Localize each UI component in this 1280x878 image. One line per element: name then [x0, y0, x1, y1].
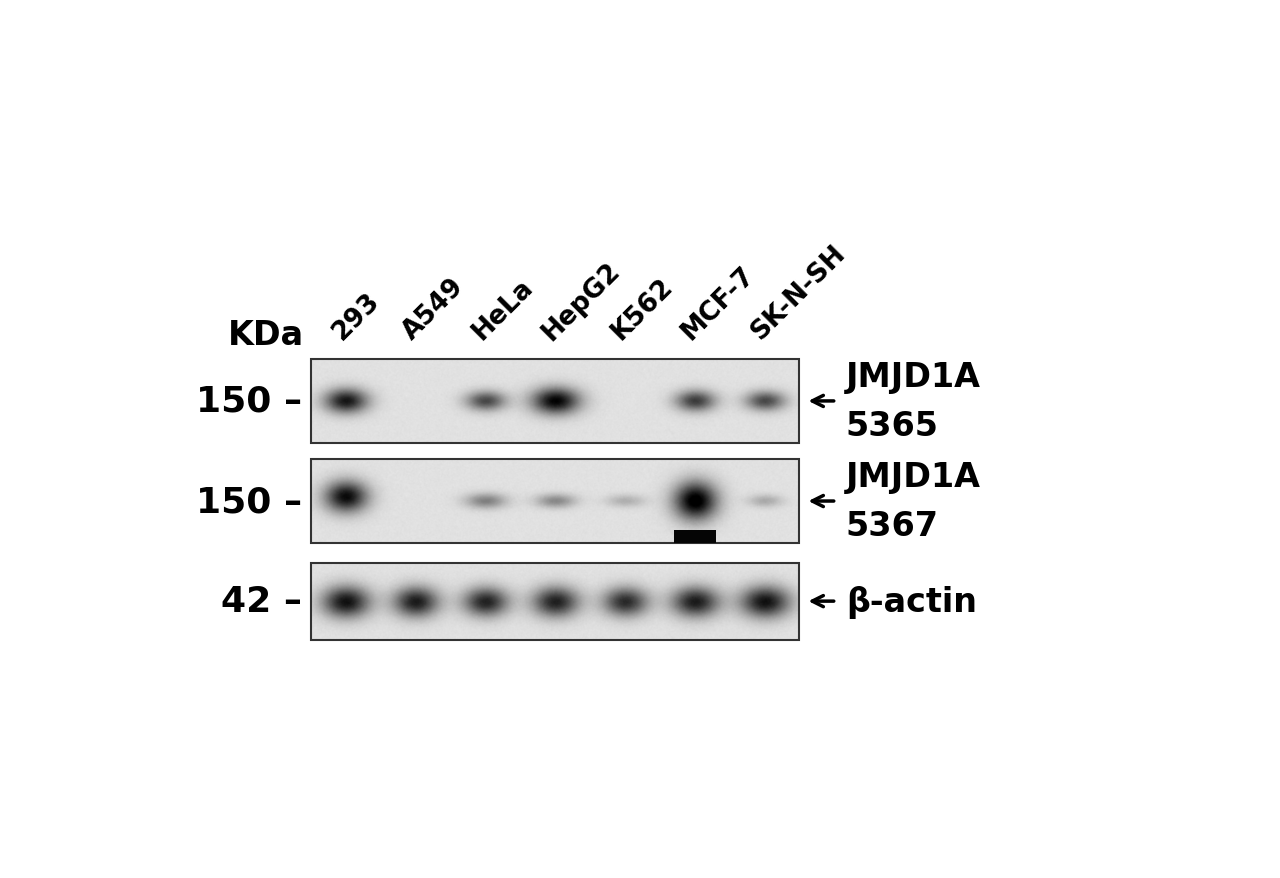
Text: SK-N-SH: SK-N-SH	[746, 241, 851, 345]
Text: A549: A549	[397, 274, 468, 345]
Text: HeLa: HeLa	[467, 274, 538, 345]
Text: 150 –: 150 –	[196, 485, 302, 518]
Text: JMJD1A: JMJD1A	[846, 461, 980, 493]
Text: JMJD1A: JMJD1A	[846, 361, 980, 393]
Text: K562: K562	[607, 274, 678, 345]
Bar	[311, 359, 800, 443]
Bar	[311, 459, 800, 543]
Bar	[311, 563, 800, 640]
Text: KDa: KDa	[228, 319, 303, 351]
Text: 5367: 5367	[846, 509, 938, 542]
Text: MCF-7: MCF-7	[676, 262, 760, 345]
Text: 42 –: 42 –	[221, 585, 302, 618]
Text: 150 –: 150 –	[196, 385, 302, 419]
Text: 293: 293	[328, 288, 385, 345]
Text: HepG2: HepG2	[536, 257, 625, 345]
Text: β-actin: β-actin	[846, 585, 977, 618]
Text: 5365: 5365	[846, 409, 938, 443]
Bar	[673, 530, 716, 543]
